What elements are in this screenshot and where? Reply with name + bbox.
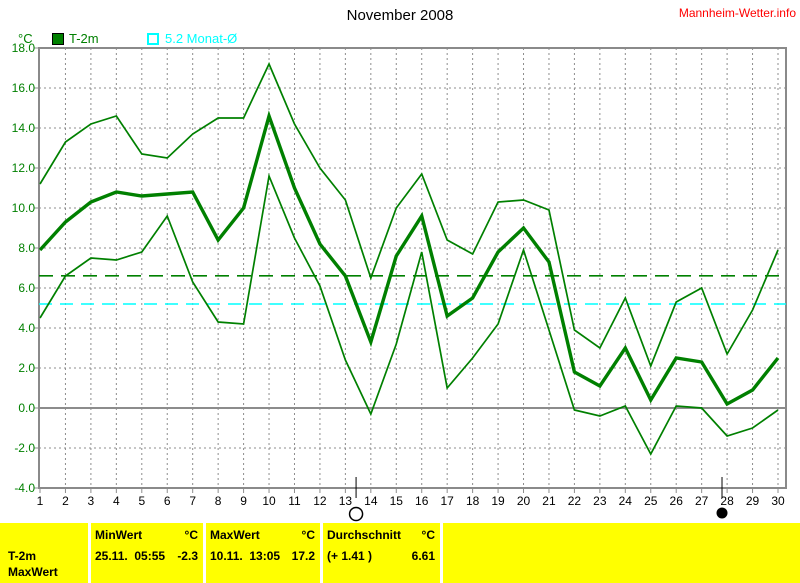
x-axis-label: 15 <box>390 494 404 508</box>
stats-table: MinWert °C MaxWert °C Durchschnitt °C T-… <box>0 523 800 583</box>
x-axis-label: 18 <box>466 494 480 508</box>
y-axis-label: 14.0 <box>12 121 36 135</box>
x-axis-label: 28 <box>720 494 734 508</box>
legend-label-month-avg: 5.2 Monat-Ø <box>165 31 238 46</box>
x-axis-label: 3 <box>88 494 95 508</box>
plot-border <box>38 47 787 489</box>
max-temperature-line <box>39 61 779 369</box>
legend-label-t2m: T-2m <box>69 31 99 46</box>
x-axis-label: 19 <box>491 494 505 508</box>
x-axis-label: 25 <box>644 494 658 508</box>
x-axis-label: 2 <box>62 494 69 508</box>
series-month-avg-swatch-icon <box>147 33 159 45</box>
x-axis-label: 20 <box>517 494 531 508</box>
y-axis-label: 10.0 <box>12 201 36 215</box>
y-axis-label: 8.0 <box>18 241 35 255</box>
max-date: 10.11. 13:05 <box>210 549 281 563</box>
new-moon-icon <box>716 507 728 519</box>
durchschnitt-header: Durchschnitt <box>327 528 402 542</box>
x-axis-label: 17 <box>440 494 454 508</box>
table-separator <box>320 523 323 583</box>
minwert-header: MinWert <box>95 528 143 542</box>
x-axis-label: 26 <box>670 494 684 508</box>
x-axis-label: 12 <box>313 494 327 508</box>
y-axis-label: 16.0 <box>12 81 36 95</box>
x-axis-label: 10 <box>262 494 276 508</box>
mean-temperature-line <box>38 110 780 407</box>
x-axis-label: 5 <box>138 494 145 508</box>
x-axis-label: 21 <box>542 494 556 508</box>
maxwert-header: MaxWert <box>210 528 260 542</box>
avg-delta: (+ 1.41 ) <box>327 549 373 563</box>
x-axis-label: 1 <box>37 494 44 508</box>
x-axis-label: 16 <box>415 494 429 508</box>
temperature-line-chart: -4.0 -2.0 0.0 2.0 4.0 6.0 8.0 10.0 12.0 14.0 16.0 1… <box>12 41 787 522</box>
y-axis-unit-label: °C <box>18 31 33 46</box>
x-axis-label: 24 <box>619 494 633 508</box>
x-axis-label: 14 <box>364 494 378 508</box>
x-axis-label: 30 <box>771 494 785 508</box>
x-axis-label: 9 <box>240 494 247 508</box>
y-axis-label: -2.0 <box>14 441 35 455</box>
x-axis-label: 11 <box>288 494 301 508</box>
max-value: 17.2 <box>291 549 315 563</box>
table-separator <box>440 523 443 583</box>
x-axis-label: 7 <box>189 494 196 508</box>
y-axis-label: -4.0 <box>14 481 35 495</box>
durchschnitt-unit: °C <box>421 528 435 542</box>
table-separator <box>203 523 206 583</box>
x-axis-label: 4 <box>113 494 120 508</box>
x-axis-label: 29 <box>746 494 760 508</box>
min-date: 25.11. 05:55 <box>95 549 166 563</box>
full-moon-icon <box>348 506 364 522</box>
weather-chart-page: { "header": { "title": "November 2008", … <box>0 6 800 583</box>
y-axis-label: 2.0 <box>18 361 35 375</box>
series-t2m-swatch-icon <box>52 33 64 45</box>
site-link[interactable]: Mannheim-Wetter.info <box>678 6 796 20</box>
maxwert-unit: °C <box>301 528 315 542</box>
y-axis-label: 12.0 <box>12 161 36 175</box>
next-row-name-clipped: MaxWert <box>8 565 58 579</box>
x-axis-label: 27 <box>695 494 709 508</box>
page-title: November 2008 <box>346 7 454 24</box>
y-axis-label: 18.0 <box>12 41 36 55</box>
minwert-unit: °C <box>184 528 198 542</box>
x-axis-label: 13 <box>339 494 353 508</box>
x-axis-label: 6 <box>164 494 171 508</box>
table-separator <box>88 523 91 583</box>
row-series-name: T-2m <box>8 549 37 563</box>
x-axis-label: 23 <box>593 494 607 508</box>
x-axis-label: 22 <box>568 494 582 508</box>
y-axis-label: 4.0 <box>18 321 35 335</box>
x-axis-label: 8 <box>215 494 222 508</box>
min-value: -2.3 <box>177 549 198 563</box>
y-axis-label: 0.0 <box>18 401 35 415</box>
y-axis-label: 6.0 <box>18 281 35 295</box>
avg-value: 6.61 <box>411 549 435 563</box>
min-temperature-line <box>39 172 779 456</box>
